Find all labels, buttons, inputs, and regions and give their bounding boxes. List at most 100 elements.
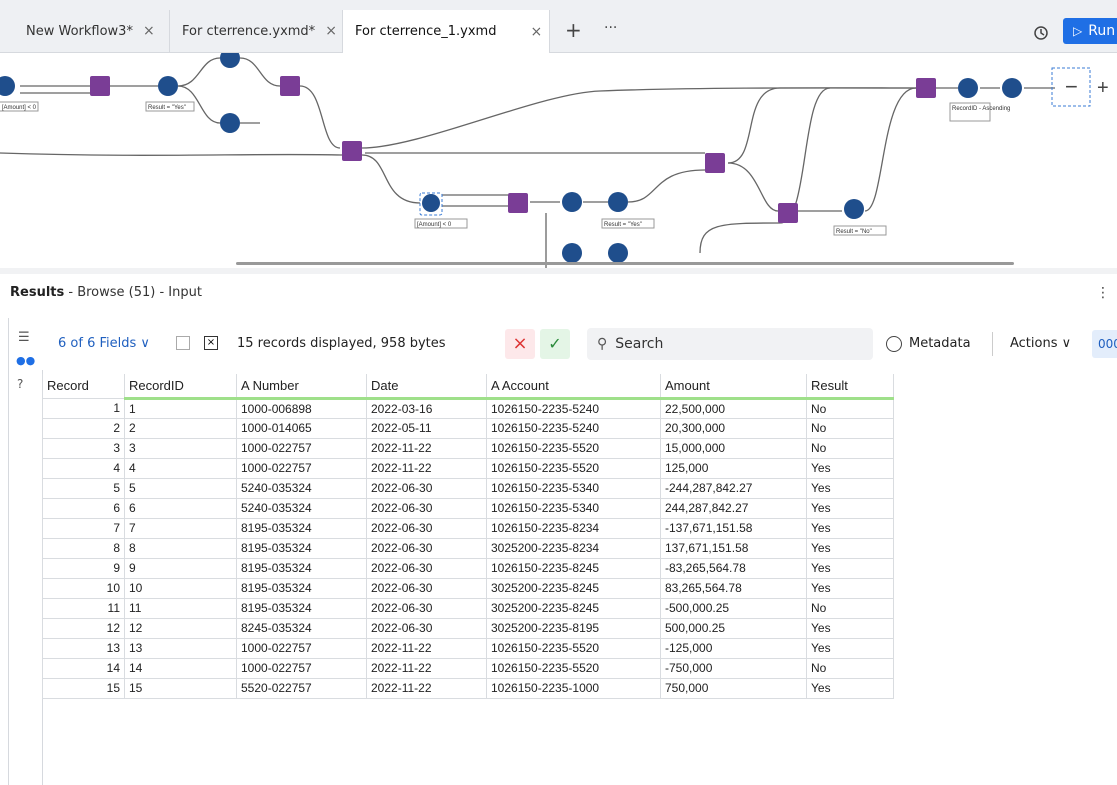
table-cell: 1000-006898 [236, 397, 367, 419]
column-header: Amount [660, 374, 807, 400]
column-header: A Number [236, 374, 367, 400]
table-cell: Yes [806, 617, 894, 639]
table-cell: -244,287,842.27 [660, 477, 807, 499]
table-cell: 1026150-2235-5340 [486, 477, 661, 499]
table-cell: Yes [806, 517, 894, 539]
table-cell: 1026150-2235-5240 [486, 397, 661, 419]
table-row: 14 14 1000-022757 2022-11-22 1026150-2235-55… [42, 657, 894, 679]
table-cell: 1026150-2235-5520 [486, 637, 661, 659]
annotation: Result = "Yes" [148, 105, 186, 111]
table-cell: 13 [42, 637, 125, 659]
table-cell: 244,287,842.27 [660, 497, 807, 519]
actions-dropdown[interactable]: Actions ∨ [1010, 336, 1072, 351]
table-cell: 1026150-2235-8234 [486, 517, 661, 539]
table-cell: 5240-035324 [236, 497, 367, 519]
column-header: RecordID [124, 374, 237, 400]
help-icon[interactable]: ? [17, 377, 24, 391]
table-cell: 9 [124, 557, 237, 579]
table-cell: 10 [124, 577, 237, 599]
table-row: 1 1 1000-006898 2022-03-16 1026150-2235-5240… [42, 397, 894, 419]
deselect-icon[interactable]: × [204, 336, 218, 350]
table-row: 4 4 1000-022757 2022-11-22 1026150-2235-5520… [42, 457, 894, 479]
new-tab-icon[interactable]: + [565, 18, 582, 42]
tab[interactable]: For cterrence.yxmd* × [170, 10, 343, 52]
table-cell: 2022-06-30 [366, 497, 487, 519]
metadata-radio[interactable] [886, 336, 902, 352]
table-cell: No [806, 437, 894, 459]
table-cell: 83,265,564.78 [660, 577, 807, 599]
checkbox-icon[interactable] [176, 336, 190, 350]
table-cell: 14 [42, 657, 125, 679]
close-icon[interactable]: × [325, 23, 337, 39]
history-icon[interactable] [1032, 24, 1050, 42]
table-cell: 10 [42, 577, 125, 599]
tab[interactable]: New Workflow3* × [14, 10, 170, 52]
results-subtitle: - Browse (51) - Input [68, 285, 202, 300]
table-cell: Yes [806, 557, 894, 579]
table-cell: 2022-06-30 [366, 537, 487, 559]
table-cell: -125,000 [660, 637, 807, 659]
table-cell: 11 [42, 597, 125, 619]
close-icon[interactable]: × [142, 23, 155, 39]
tool-nodes: − + [0, 53, 1109, 263]
table-cell: 12 [42, 617, 125, 639]
table-cell: 1026150-2235-5520 [486, 657, 661, 679]
more-icon[interactable]: ··· [604, 20, 618, 36]
table-cell: 20,300,000 [660, 417, 807, 439]
table-cell: 1026150-2235-5240 [486, 417, 661, 439]
table-row: 10 10 8195-035324 2022-06-30 3025200-2235-82… [42, 577, 894, 599]
table-cell: 1000-014065 [236, 417, 367, 439]
header-row: Record RecordID A Number Date A Account Amoun… [42, 374, 894, 400]
table-cell: 5 [42, 477, 125, 499]
table-cell: 12 [124, 617, 237, 639]
cell-format-button[interactable]: 000 [1092, 330, 1117, 358]
search-box[interactable]: ⚲ Search [587, 328, 873, 360]
table-cell: 2022-06-30 [366, 617, 487, 639]
table-cell: 3 [42, 437, 125, 459]
table-cell: 8195-035324 [236, 517, 367, 539]
fields-dropdown[interactable]: 6 of 6 Fields ∨ [58, 336, 150, 351]
table-cell: Yes [806, 457, 894, 479]
run-button[interactable]: ▷ Run [1063, 18, 1117, 44]
table-cell: 5 [124, 477, 237, 499]
annotation: RecordID - Ascending [952, 106, 1010, 112]
table-body: 1 1 1000-006898 2022-03-16 1026150-2235-5240… [42, 397, 894, 699]
annotation: [Amount] < 0 [417, 222, 452, 228]
table-cell: Yes [806, 577, 894, 599]
table-cell: 3025200-2235-8195 [486, 617, 661, 639]
table-row: 5 5 5240-035324 2022-06-30 1026150-2235-5340… [42, 477, 894, 499]
table-cell: No [806, 397, 894, 419]
workflow-canvas[interactable]: − + [Amount] < 0 Result = "Yes" [Amount] … [0, 53, 1117, 268]
results-title: Results [10, 285, 65, 300]
table-cell: 2022-05-11 [366, 417, 487, 439]
table-cell: 2022-06-30 [366, 517, 487, 539]
table-cell: 1026150-2235-5520 [486, 457, 661, 479]
close-icon[interactable]: × [530, 23, 543, 40]
tab-label: For cterrence.yxmd* [182, 23, 316, 39]
table-row: 8 8 8195-035324 2022-06-30 3025200-2235-8234… [42, 537, 894, 559]
browse-icon[interactable]: ●● [16, 354, 36, 367]
table-cell: No [806, 597, 894, 619]
accept-button[interactable]: ✓ [540, 329, 570, 359]
scrollbar[interactable] [236, 262, 1014, 265]
table-cell: 500,000.25 [660, 617, 807, 639]
svg-text:−: − [1065, 74, 1078, 99]
tab-active[interactable]: For cterrence_1.yxmd × [343, 10, 550, 53]
table-cell: 1026150-2235-1000 [486, 677, 661, 699]
kebab-menu[interactable]: ⋮ [1096, 285, 1110, 301]
top-strip [0, 0, 1117, 10]
tab-label: For cterrence_1.yxmd [355, 24, 497, 39]
table-cell: 1000-022757 [236, 437, 367, 459]
reject-button[interactable]: × [505, 329, 535, 359]
table-cell: 8195-035324 [236, 577, 367, 599]
table-cell: 2022-06-30 [366, 477, 487, 499]
workflow-diagram: − + [Amount] < 0 Result = "Yes" [Amount] … [0, 53, 1109, 268]
table-cell: 5520-022757 [236, 677, 367, 699]
table-cell: 2 [42, 417, 125, 439]
panel-divider[interactable] [0, 268, 1117, 274]
table-cell: No [806, 657, 894, 679]
annotation: Result = "No" [836, 229, 872, 235]
play-icon: ▷ [1073, 24, 1083, 38]
list-icon[interactable]: ☰ [18, 330, 30, 345]
table-cell: 1000-022757 [236, 457, 367, 479]
